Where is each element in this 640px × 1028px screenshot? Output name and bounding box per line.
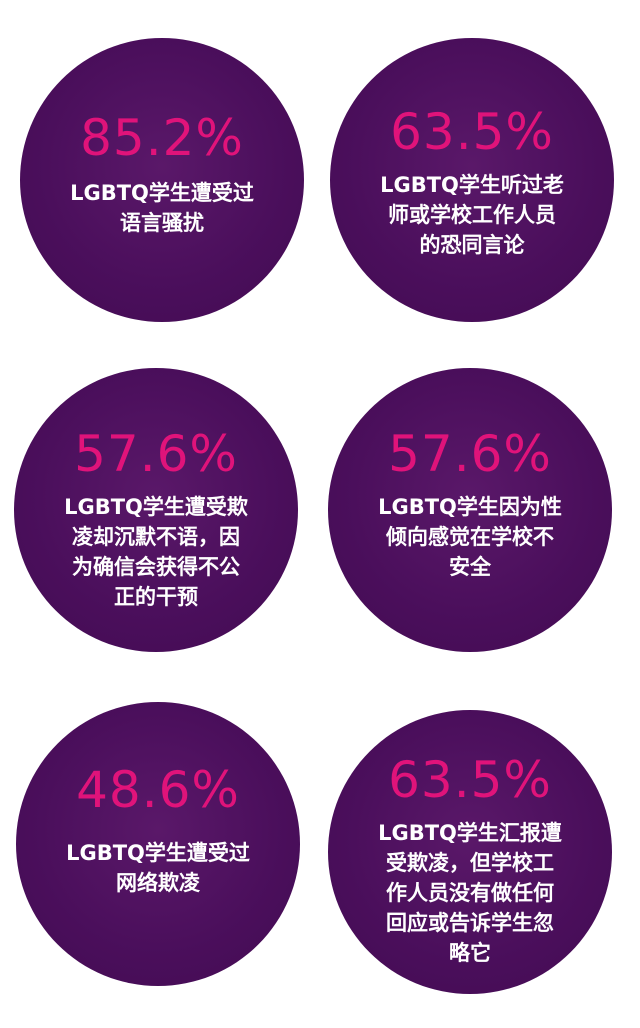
stat-description: LGBTQ学生遭受过 语言骚扰	[70, 181, 254, 235]
stat-circle-staff-no-response: 63.5% LGBTQ学生汇报遭 受欺凌，但学校工 作人员没有做任何 回应或告诉…	[328, 710, 612, 994]
stat-description: LGBTQ学生因为性 倾向感觉在学校不 安全	[378, 495, 562, 579]
stat-value: 85.2%	[80, 109, 244, 167]
stat-description: LGBTQ学生听过老 师或学校工作人员 的恐同言论	[380, 173, 564, 257]
stat-circle-silent-bullying: 57.6% LGBTQ学生遭受欺 凌却沉默不语，因 为确信会获得不公 正的干预	[14, 368, 298, 652]
stat-value: 63.5%	[390, 103, 554, 161]
stat-circle-homophobic-remarks: 63.5% LGBTQ学生听过老 师或学校工作人员 的恐同言论	[330, 38, 614, 322]
stat-circle-unsafe-at-school: 57.6% LGBTQ学生因为性 倾向感觉在学校不 安全	[328, 368, 612, 652]
stat-description: LGBTQ学生汇报遭 受欺凌，但学校工 作人员没有做任何 回应或告诉学生忽 略它	[378, 821, 562, 965]
stat-value: 48.6%	[76, 761, 240, 819]
stat-description: LGBTQ学生遭受过 网络欺凌	[66, 841, 250, 895]
stat-circle-verbal-harassment: 85.2% LGBTQ学生遭受过 语言骚扰	[20, 38, 304, 322]
stat-circle-cyberbullying: 48.6% LGBTQ学生遭受过 网络欺凌	[16, 702, 300, 986]
stat-value: 57.6%	[74, 425, 238, 483]
stat-value: 63.5%	[388, 751, 552, 809]
stat-value: 57.6%	[388, 425, 552, 483]
stat-description: LGBTQ学生遭受欺 凌却沉默不语，因 为确信会获得不公 正的干预	[64, 495, 248, 609]
